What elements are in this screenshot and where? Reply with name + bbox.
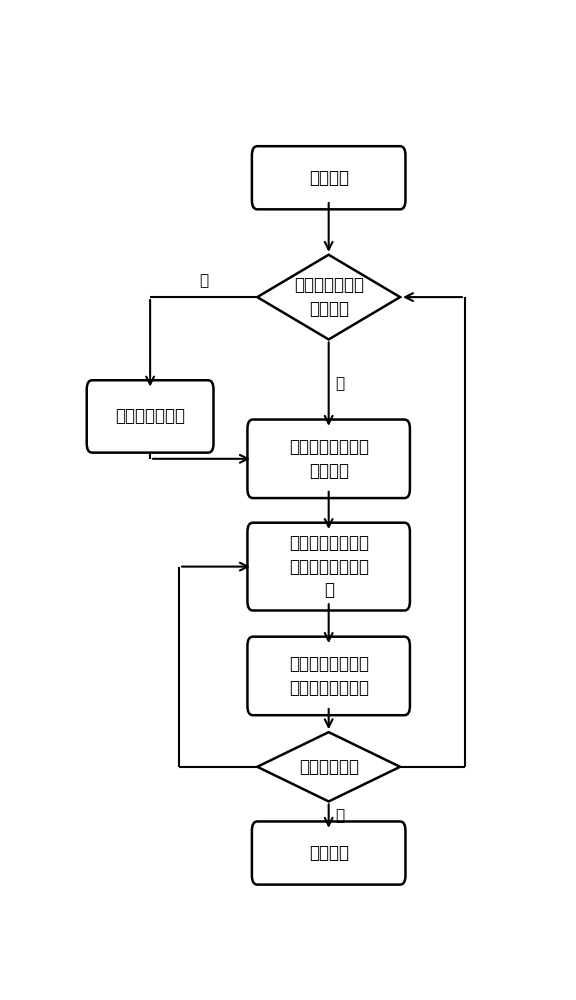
Text: 是否搬运完成: 是否搬运完成 — [299, 758, 359, 776]
FancyBboxPatch shape — [248, 637, 410, 715]
FancyBboxPatch shape — [248, 523, 410, 610]
Polygon shape — [257, 732, 400, 801]
Text: 物料搬运单元去装
货位搬运待装箱货
物: 物料搬运单元去装 货位搬运待装箱货 物 — [289, 534, 369, 599]
Text: 物料搬运单元将待
装箱货物进行码放: 物料搬运单元将待 装箱货物进行码放 — [289, 655, 369, 697]
Text: 搬料机械手是否
位于零位: 搬料机械手是否 位于零位 — [294, 276, 363, 318]
Text: 系统停止: 系统停止 — [309, 844, 348, 862]
FancyBboxPatch shape — [252, 146, 406, 209]
Text: 是: 是 — [335, 809, 344, 824]
FancyBboxPatch shape — [252, 821, 406, 885]
Text: 是: 是 — [335, 377, 344, 392]
Text: 否: 否 — [199, 273, 209, 288]
FancyBboxPatch shape — [248, 420, 410, 498]
Text: 系统启动: 系统启动 — [309, 169, 348, 187]
Text: 基于机器视觉确定
装车路径: 基于机器视觉确定 装车路径 — [289, 438, 369, 480]
FancyBboxPatch shape — [87, 380, 214, 453]
Polygon shape — [257, 255, 400, 339]
Text: 搬料机械手回零: 搬料机械手回零 — [115, 407, 185, 425]
